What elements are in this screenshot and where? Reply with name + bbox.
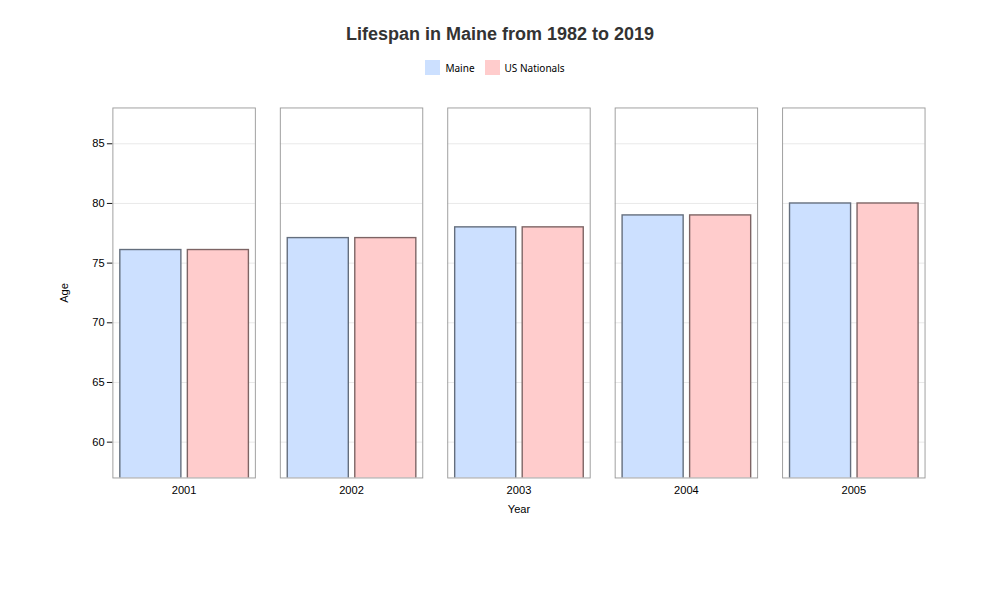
svg-text:75: 75	[92, 257, 104, 269]
svg-text:2003: 2003	[507, 484, 532, 496]
svg-text:80: 80	[92, 197, 104, 209]
svg-text:60: 60	[92, 436, 104, 448]
svg-text:Year: Year	[508, 503, 531, 515]
svg-text:85: 85	[92, 137, 104, 149]
svg-text:70: 70	[92, 316, 104, 328]
svg-text:Age: Age	[58, 283, 70, 303]
svg-text:65: 65	[92, 376, 104, 388]
html-text:Maine: Maine	[445, 60, 475, 75]
html-text:US Nationals: US Nationals	[504, 60, 565, 75]
svg-text:2004: 2004	[674, 484, 699, 496]
svg-text:2005: 2005	[841, 484, 866, 496]
svg-text:2001: 2001	[172, 484, 197, 496]
html-text:Lifespan in Maine from 1982 to: Lifespan in Maine from 1982 to 2019	[345, 24, 654, 44]
svg-text:2002: 2002	[339, 484, 364, 496]
